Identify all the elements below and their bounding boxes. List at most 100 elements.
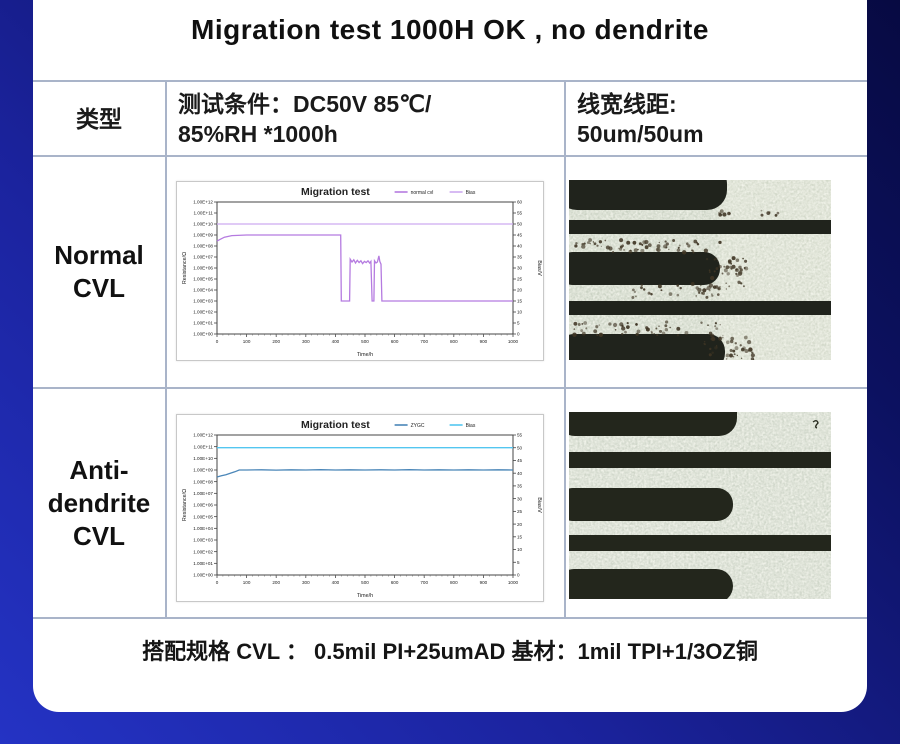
svg-text:600: 600 xyxy=(391,339,399,344)
svg-text:Migration test: Migration test xyxy=(301,419,370,431)
svg-text:20: 20 xyxy=(517,288,523,293)
svg-text:1.00E+08: 1.00E+08 xyxy=(193,244,213,249)
row-label-anti-dendrite-cvl: Anti- dendrite CVL xyxy=(33,389,167,619)
svg-text:800: 800 xyxy=(450,339,458,344)
svg-text:5: 5 xyxy=(517,560,520,565)
svg-text:1.00E+04: 1.00E+04 xyxy=(193,288,213,293)
svg-text:1.00E+09: 1.00E+09 xyxy=(193,468,213,473)
line-width-line1: 线宽线距: xyxy=(577,90,677,117)
svg-text:15: 15 xyxy=(517,535,523,540)
svg-text:1.00E+07: 1.00E+07 xyxy=(193,491,213,496)
svg-text:30: 30 xyxy=(517,496,523,501)
svg-text:45: 45 xyxy=(517,233,523,238)
svg-text:55: 55 xyxy=(517,433,523,438)
svg-text:1.00E+11: 1.00E+11 xyxy=(194,211,214,216)
svg-text:1.00E+10: 1.00E+10 xyxy=(193,456,213,461)
header-test-conditions: 测试条件：DC50V 85℃/ 85%RH *1000h xyxy=(167,82,566,157)
spec-caption: 搭配规格 CVL ： 0.5mil PI+25umAD 基材：1mil TPI+… xyxy=(142,639,758,664)
page-title: Migration test 1000H OK , no dendrite xyxy=(191,14,709,45)
svg-text:100: 100 xyxy=(243,339,251,344)
svg-text:Bias: Bias xyxy=(466,190,476,196)
svg-text:Migration test: Migration test xyxy=(301,186,370,198)
svg-text:300: 300 xyxy=(302,580,310,585)
svg-text:50: 50 xyxy=(517,445,523,450)
svg-text:1.00E+12: 1.00E+12 xyxy=(193,433,213,438)
svg-text:60: 60 xyxy=(517,200,523,205)
content-card: Migration test 1000H OK , no dendrite 类型… xyxy=(33,0,867,712)
test-conditions-line1: 测试条件：DC50V 85℃/ xyxy=(178,90,432,117)
svg-text:700: 700 xyxy=(420,339,428,344)
svg-text:900: 900 xyxy=(480,580,488,585)
spec-table: 类型 测试条件：DC50V 85℃/ 85%RH *1000h 线宽线距: 50… xyxy=(33,80,867,619)
svg-text:0: 0 xyxy=(517,332,520,337)
svg-text:600: 600 xyxy=(391,580,399,585)
svg-text:900: 900 xyxy=(480,339,488,344)
svg-text:35: 35 xyxy=(517,255,523,260)
svg-text:400: 400 xyxy=(332,339,340,344)
cell-micrograph-anti-dendrite xyxy=(566,389,867,619)
cell-chart-anti-dendrite: 1.00E+00 1.00E+01 1.00E+02 1.00E+03 1.00E+04… xyxy=(167,389,566,619)
row-label-line: CVL xyxy=(73,520,125,551)
svg-text:Bias: Bias xyxy=(466,423,476,429)
svg-text:Bias/V: Bias/V xyxy=(536,260,542,276)
cell-micrograph-normal xyxy=(566,157,867,389)
svg-text:1.00E+04: 1.00E+04 xyxy=(193,526,213,531)
line-width-line2: 50um/50um xyxy=(577,120,704,147)
svg-text:1000: 1000 xyxy=(508,339,519,344)
svg-text:Resistance/Ω: Resistance/Ω xyxy=(182,252,188,284)
chart-panel-anti-dendrite: 1.00E+00 1.00E+01 1.00E+02 1.00E+03 1.00E+04… xyxy=(176,414,544,602)
svg-text:500: 500 xyxy=(361,580,369,585)
svg-text:10: 10 xyxy=(517,547,523,552)
svg-text:50: 50 xyxy=(517,222,523,227)
migration-chart-anti-dendrite-cvl: 1.00E+00 1.00E+01 1.00E+02 1.00E+03 1.00E+04… xyxy=(182,419,542,599)
svg-text:25: 25 xyxy=(517,509,523,514)
svg-text:0: 0 xyxy=(517,573,520,578)
row-label-line: Normal xyxy=(54,240,144,270)
header-line-width: 线宽线距: 50um/50um xyxy=(566,82,867,157)
svg-text:5: 5 xyxy=(517,321,520,326)
svg-text:800: 800 xyxy=(450,580,458,585)
svg-text:300: 300 xyxy=(302,339,310,344)
svg-text:15: 15 xyxy=(517,299,523,304)
svg-text:1.00E+02: 1.00E+02 xyxy=(193,549,213,554)
svg-text:55: 55 xyxy=(517,211,523,216)
svg-text:700: 700 xyxy=(420,580,428,585)
dendrite-speckles xyxy=(572,209,780,360)
svg-text:30: 30 xyxy=(517,266,523,271)
svg-text:20: 20 xyxy=(517,522,523,527)
svg-text:25: 25 xyxy=(517,277,523,282)
chart-panel-normal: 1.00E+00 1.00E+01 1.00E+02 1.00E+03 1.00E+04… xyxy=(176,181,544,361)
svg-text:1.00E+03: 1.00E+03 xyxy=(193,538,213,543)
svg-text:ZYGC: ZYGC xyxy=(411,423,425,429)
svg-text:200: 200 xyxy=(272,339,280,344)
micrograph-anti-dendrite-clean xyxy=(569,412,831,599)
test-conditions-line2: 85%RH *1000h xyxy=(178,120,338,147)
svg-text:1.00E+06: 1.00E+06 xyxy=(193,503,213,508)
svg-text:Time/h: Time/h xyxy=(357,352,373,358)
svg-text:10: 10 xyxy=(517,310,523,315)
svg-text:1.00E+07: 1.00E+07 xyxy=(193,255,213,260)
svg-text:1.00E+08: 1.00E+08 xyxy=(193,479,213,484)
svg-text:1000: 1000 xyxy=(508,580,519,585)
svg-text:1.00E+06: 1.00E+06 xyxy=(193,266,213,271)
svg-text:Time/h: Time/h xyxy=(357,593,373,599)
svg-text:Bias/V: Bias/V xyxy=(536,497,542,513)
row-label-line: Anti- xyxy=(69,454,129,485)
svg-text:1.00E+09: 1.00E+09 xyxy=(193,233,213,238)
row-label-line: CVL xyxy=(73,273,125,303)
svg-text:1.00E+01: 1.00E+01 xyxy=(193,321,213,326)
svg-text:Resistance/Ω: Resistance/Ω xyxy=(182,489,188,521)
header-type: 类型 xyxy=(33,82,167,157)
svg-text:1.00E+05: 1.00E+05 xyxy=(193,277,213,282)
svg-text:1.00E+03: 1.00E+03 xyxy=(193,299,213,304)
svg-text:40: 40 xyxy=(517,244,523,249)
svg-text:1.00E+02: 1.00E+02 xyxy=(193,310,213,315)
svg-text:1.00E+00: 1.00E+00 xyxy=(193,573,213,578)
small-mark xyxy=(812,420,819,429)
svg-text:35: 35 xyxy=(517,484,523,489)
svg-text:40: 40 xyxy=(517,471,523,476)
svg-text:400: 400 xyxy=(332,580,340,585)
svg-text:45: 45 xyxy=(517,458,523,463)
svg-text:1.00E+10: 1.00E+10 xyxy=(193,222,213,227)
